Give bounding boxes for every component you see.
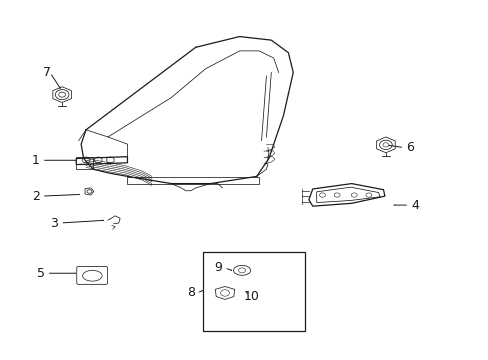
Text: 3: 3 [50,216,58,230]
Text: 10: 10 [244,290,259,303]
Text: 5: 5 [37,267,44,280]
Bar [203,252,305,330]
Text: 9: 9 [214,261,222,274]
Text: 7: 7 [43,66,51,79]
Text: 2: 2 [32,190,40,203]
Text: 4: 4 [410,199,418,212]
Text: 1: 1 [32,154,40,167]
Text: 6: 6 [406,141,413,154]
Text: 8: 8 [186,287,194,300]
